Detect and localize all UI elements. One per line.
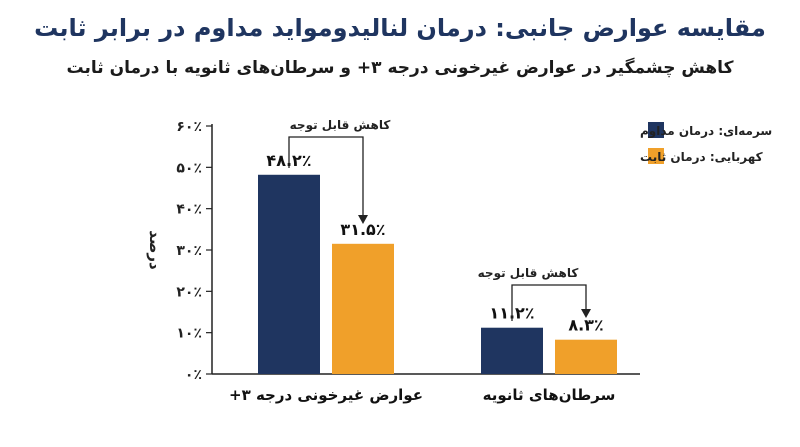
bar	[332, 243, 394, 374]
annotation-arrowhead	[358, 215, 368, 224]
annotation-bracket	[511, 284, 587, 321]
data-label: ۳۱.۵٪	[340, 220, 385, 239]
category-label: سرطان‌های ثانویه	[483, 386, 616, 404]
annotation-bracket	[288, 136, 364, 216]
category-label: عوارض غیرخونی درجه ۳+	[229, 386, 423, 404]
bar	[481, 327, 543, 374]
y-tick-label: ۲۰٪	[176, 284, 202, 300]
bar	[555, 339, 617, 374]
y-tick-label: ۵۰٪	[176, 160, 202, 176]
data-label: ۸.۳٪	[568, 316, 603, 335]
legend-swatch	[648, 148, 664, 164]
y-tick-label: ۰٪	[185, 367, 202, 383]
bar	[258, 174, 320, 374]
annotation-text: کاهش قابل توجه	[478, 266, 579, 281]
y-tick-label: ۶۰٪	[176, 119, 202, 135]
y-tick-label: ۴۰٪	[176, 202, 202, 218]
y-tick-label: ۱۰٪	[176, 326, 202, 342]
legend-label: کهربایی: درمان ثابت	[640, 150, 763, 164]
annotation-arrowhead	[581, 309, 591, 318]
legend-swatch	[648, 122, 664, 138]
y-axis-title: درصد	[146, 230, 164, 270]
chart-title: مقایسه عوارض جانبی: درمان لنالیدومواید م…	[34, 14, 766, 42]
chart-subtitle: کاهش چشمگیر در عوارض غیرخونی درجه ۳+ و س…	[66, 58, 734, 78]
y-tick-label: ۳۰٪	[176, 243, 202, 259]
annotation-text: کاهش قابل توجه	[290, 118, 391, 133]
legend-label: سرمه‌ای: درمان مداوم	[640, 124, 772, 139]
